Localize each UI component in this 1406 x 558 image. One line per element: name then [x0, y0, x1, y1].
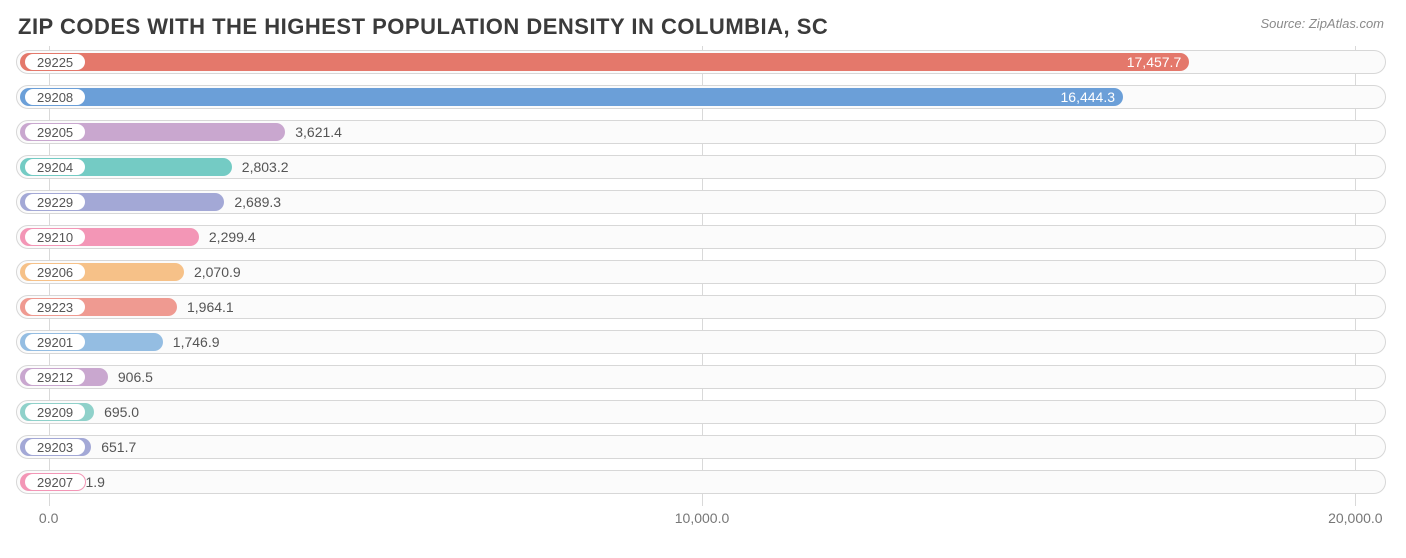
value-label: 2,803.2: [242, 151, 289, 183]
value-label: 1,964.1: [187, 291, 234, 323]
x-axis: 0.0 10,000.0 20,000.0: [16, 506, 1388, 536]
bar-row: 29223 1,964.1: [16, 291, 1388, 323]
plot-area: 2922517,457.72920816,444.3292053,621.429…: [16, 46, 1388, 506]
category-pill: 29204: [24, 158, 86, 176]
value-label: 3,621.4: [295, 116, 342, 148]
bar-row: 29229 2,689.3: [16, 186, 1388, 218]
source-label: Source: ZipAtlas.com: [1260, 16, 1384, 31]
bar-track: [16, 365, 1386, 389]
value-label: 651.7: [101, 431, 136, 463]
bar-row: 29210 2,299.4: [16, 221, 1388, 253]
bar: [20, 88, 1123, 106]
category-pill: 29212: [24, 368, 86, 386]
bar-track: [16, 470, 1386, 494]
category-pill: 29210: [24, 228, 86, 246]
bar: [20, 53, 1189, 71]
bar-row: 29225 17,457.7: [16, 46, 1388, 78]
value-label: 2,689.3: [234, 186, 281, 218]
category-pill: 29205: [24, 123, 86, 141]
x-tick: 20,000.0: [1328, 510, 1383, 526]
category-pill: 29203: [24, 438, 86, 456]
bar-row: 29203 651.7: [16, 431, 1388, 463]
category-pill: 29206: [24, 263, 86, 281]
bar-row: 29206 2,070.9: [16, 256, 1388, 288]
category-pill: 29208: [24, 88, 86, 106]
bar-row: 29207171.9: [16, 466, 1388, 498]
bar-track: [16, 435, 1386, 459]
bar-track: [16, 330, 1386, 354]
category-pill: 29229: [24, 193, 86, 211]
value-label: 695.0: [104, 396, 139, 428]
category-pill: 29207: [24, 473, 86, 491]
value-label: 2,070.9: [194, 256, 241, 288]
value-label: 906.5: [118, 361, 153, 393]
chart-container: ZIP CODES WITH THE HIGHEST POPULATION DE…: [0, 0, 1406, 558]
bar-row: 29205 3,621.4: [16, 116, 1388, 148]
category-pill: 29201: [24, 333, 86, 351]
bar-row: 29201 1,746.9: [16, 326, 1388, 358]
bar-row: 29204 2,803.2: [16, 151, 1388, 183]
chart-title: ZIP CODES WITH THE HIGHEST POPULATION DE…: [18, 14, 1390, 40]
value-label: 2,299.4: [209, 221, 256, 253]
value-label: 16,444.3: [1061, 81, 1116, 113]
category-pill: 29225: [24, 53, 86, 71]
category-pill: 29209: [24, 403, 86, 421]
x-tick: 10,000.0: [675, 510, 730, 526]
value-label: 1,746.9: [173, 326, 220, 358]
bar-row: 29212 906.5: [16, 361, 1388, 393]
value-label: 17,457.7: [1127, 46, 1182, 78]
bar-row: 29209 695.0: [16, 396, 1388, 428]
bar-row: 29208 16,444.3: [16, 81, 1388, 113]
x-tick: 0.0: [39, 510, 58, 526]
bar-track: [16, 400, 1386, 424]
category-pill: 29223: [24, 298, 86, 316]
